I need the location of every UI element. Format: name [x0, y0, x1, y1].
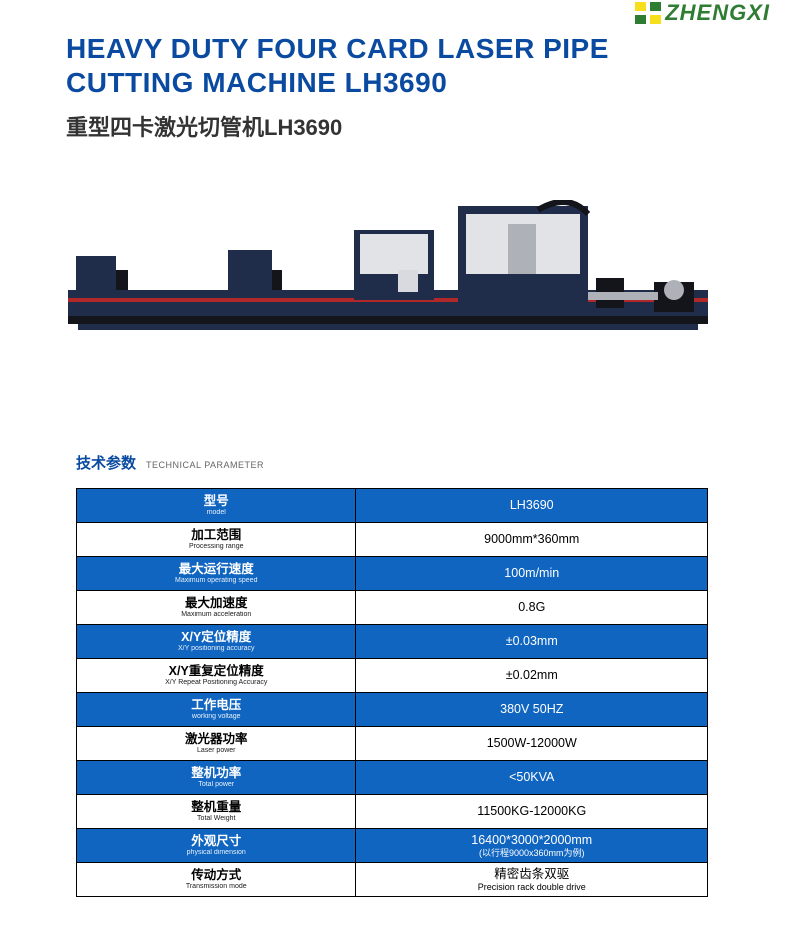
spec-label-en: Total power: [81, 781, 351, 789]
spec-value-cell: 380V 50HZ: [356, 693, 708, 727]
spec-value: ±0.03mm: [360, 634, 703, 648]
spec-label-en: physical dimension: [81, 849, 351, 857]
spec-label-en: working voltage: [81, 713, 351, 721]
spec-value-cell: 100m/min: [356, 557, 708, 591]
spec-label-cn: 整机重量: [81, 800, 351, 814]
table-row: 型号model LH3690: [77, 489, 708, 523]
spec-value-cell: LH3690: [356, 489, 708, 523]
spec-label-en: Laser power: [81, 747, 351, 755]
spec-value-cell: 0.8G: [356, 591, 708, 625]
section-title-en: TECHNICAL PARAMETER: [146, 460, 264, 470]
spec-label-en: Transmission mode: [81, 883, 351, 891]
logo-quadrant: [650, 15, 661, 24]
table-row: 传动方式Transmission mode精密齿条双驱Precision rac…: [77, 863, 708, 897]
brand-name: ZHENGXI: [665, 0, 770, 26]
spec-label-cell: 整机重量Total Weight: [77, 795, 356, 829]
spec-value-cell: 11500KG-12000KG: [356, 795, 708, 829]
spec-value: 16400*3000*2000mm: [360, 833, 703, 847]
brand-logo: ZHENGXI: [635, 0, 770, 26]
spec-label-en: X/Y Repeat Positioning Accuracy: [81, 679, 351, 687]
spec-label-cn: 整机功率: [81, 766, 351, 780]
logo-quadrant: [650, 2, 661, 11]
spec-label-en: Maximum acceleration: [81, 611, 351, 619]
spec-label-en: Maximum operating speed: [81, 577, 351, 585]
spec-value-cell: ±0.03mm: [356, 625, 708, 659]
spec-value-sub: Precision rack double drive: [360, 882, 703, 892]
spec-label-cell: 外观尺寸physical dimension: [77, 829, 356, 863]
spec-value: <50KVA: [360, 770, 703, 784]
spec-label-en: Processing range: [81, 543, 351, 551]
spec-label-cn: 加工范围: [81, 528, 351, 542]
table-row: 最大加速度Maximum acceleration 0.8G: [77, 591, 708, 625]
spec-value-cell: 精密齿条双驱Precision rack double drive: [356, 863, 708, 897]
table-row: 外观尺寸physical dimension16400*3000*2000mm(…: [77, 829, 708, 863]
spec-label-cell: X/Y定位精度X/Y positioning accuracy: [77, 625, 356, 659]
section-header: 技术参数 TECHNICAL PARAMETER: [76, 452, 264, 473]
spec-value: 100m/min: [360, 566, 703, 580]
product-illustration: [68, 200, 708, 390]
page-title-en: HEAVY DUTY FOUR CARD LASER PIPE CUTTING …: [66, 32, 730, 99]
table-row: X/Y重复定位精度X/Y Repeat Positioning Accuracy…: [77, 659, 708, 693]
table-row: 整机功率Total power <50KVA: [77, 761, 708, 795]
spec-label-en: Total Weight: [81, 815, 351, 823]
spec-label-cell: 型号model: [77, 489, 356, 523]
spec-label-cn: X/Y定位精度: [81, 630, 351, 644]
spec-label-cn: 最大运行速度: [81, 562, 351, 576]
spec-table: 型号model LH3690 加工范围Processing range 9000mm*…: [76, 488, 708, 897]
spec-label-cn: 传动方式: [81, 868, 351, 882]
spec-value-cell: 1500W-12000W: [356, 727, 708, 761]
logo-mark: [635, 2, 661, 24]
spec-label-cn: 工作电压: [81, 698, 351, 712]
spec-label-cell: 最大运行速度Maximum operating speed: [77, 557, 356, 591]
spec-value: 9000mm*360mm: [360, 532, 703, 546]
spec-label-cn: 型号: [81, 494, 351, 508]
spec-label-en: X/Y positioning accuracy: [81, 645, 351, 653]
page-title-cn: 重型四卡激光切管机LH3690: [66, 110, 342, 142]
spec-value: 11500KG-12000KG: [360, 804, 703, 818]
spec-label-cn: X/Y重复定位精度: [81, 664, 351, 678]
spec-value: ±0.02mm: [360, 668, 703, 682]
table-row: 最大运行速度Maximum operating speed 100m/min: [77, 557, 708, 591]
table-row: 整机重量Total Weight 11500KG-12000KG: [77, 795, 708, 829]
logo-quadrant: [635, 15, 646, 24]
spec-label-cell: 激光器功率Laser power: [77, 727, 356, 761]
spec-value: LH3690: [360, 498, 703, 512]
logo-quadrant: [635, 2, 646, 11]
table-row: 工作电压working voltage 380V 50HZ: [77, 693, 708, 727]
spec-label-cell: 最大加速度Maximum acceleration: [77, 591, 356, 625]
spec-value: 0.8G: [360, 600, 703, 614]
table-row: 加工范围Processing range 9000mm*360mm: [77, 523, 708, 557]
spec-label-cell: 加工范围Processing range: [77, 523, 356, 557]
spec-value-cell: 9000mm*360mm: [356, 523, 708, 557]
spec-value: 精密齿条双驱: [360, 867, 703, 881]
section-title-cn: 技术参数: [76, 452, 136, 473]
table-row: X/Y定位精度X/Y positioning accuracy ±0.03mm: [77, 625, 708, 659]
spec-value-sub: (以行程9000x360mm为例): [360, 848, 703, 858]
spec-label-cn: 最大加速度: [81, 596, 351, 610]
spec-value-cell: ±0.02mm: [356, 659, 708, 693]
spec-value: 1500W-12000W: [360, 736, 703, 750]
spec-label-cn: 激光器功率: [81, 732, 351, 746]
spec-label-cell: 工作电压working voltage: [77, 693, 356, 727]
spec-label-en: model: [81, 509, 351, 517]
spec-label-cell: 传动方式Transmission mode: [77, 863, 356, 897]
spec-value-cell: 16400*3000*2000mm(以行程9000x360mm为例): [356, 829, 708, 863]
spec-label-cn: 外观尺寸: [81, 834, 351, 848]
table-row: 激光器功率Laser power 1500W-12000W: [77, 727, 708, 761]
spec-value: 380V 50HZ: [360, 702, 703, 716]
spec-label-cell: X/Y重复定位精度X/Y Repeat Positioning Accuracy: [77, 659, 356, 693]
spec-value-cell: <50KVA: [356, 761, 708, 795]
spec-label-cell: 整机功率Total power: [77, 761, 356, 795]
